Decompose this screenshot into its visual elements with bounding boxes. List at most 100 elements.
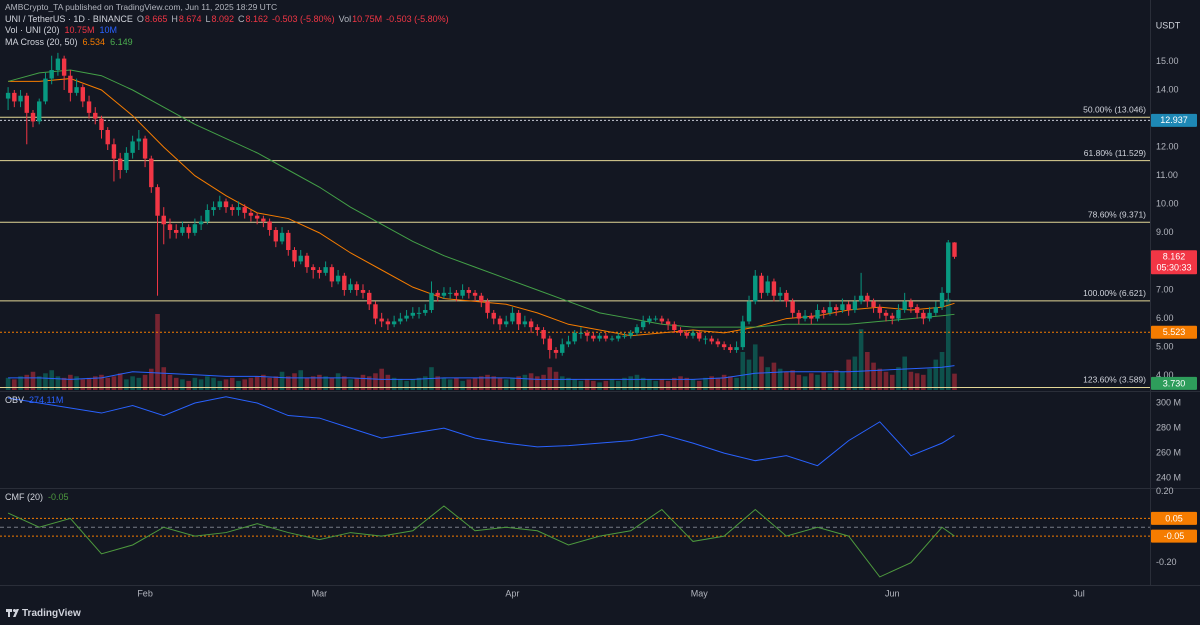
- volume-bar: [609, 379, 615, 390]
- volume-bar: [640, 377, 646, 390]
- price-marker-box: [1151, 113, 1197, 127]
- y-tick-label: 240 M: [1156, 473, 1181, 483]
- indicator-legend: MA Cross (20, 50) 6.534 6.149: [5, 37, 449, 49]
- candle-body: [317, 270, 322, 273]
- candle-body: [846, 304, 851, 310]
- volume-bar: [155, 314, 160, 390]
- candle-body: [553, 350, 559, 353]
- volume-bar: [130, 376, 135, 390]
- volume-bar: [802, 376, 808, 390]
- candle-body: [286, 232, 291, 250]
- volume-bar: [348, 379, 353, 390]
- fib-label: 123.60% (3.589): [1083, 375, 1146, 385]
- indicator-name: OBV: [5, 395, 25, 405]
- candle-body: [578, 332, 584, 334]
- volume-bar: [211, 377, 216, 390]
- candle-body: [435, 292, 440, 296]
- candle-body: [522, 321, 528, 325]
- volume-bar: [86, 377, 92, 390]
- candle-body: [111, 144, 117, 159]
- candle-body: [809, 315, 814, 319]
- volume-bar: [329, 377, 335, 390]
- band-marker-box: [1151, 529, 1197, 543]
- candle-body: [603, 335, 609, 339]
- candle-body: [391, 321, 397, 325]
- candle-body: [765, 281, 770, 293]
- volume-bar: [535, 376, 540, 390]
- candle-body: [777, 292, 783, 296]
- volume-bar: [914, 373, 920, 390]
- volume-bar: [478, 376, 484, 390]
- candle-body: [93, 112, 98, 119]
- volume-bar: [665, 380, 671, 390]
- candle-body: [684, 332, 689, 336]
- candle-body: [927, 312, 932, 319]
- price-marker-sub: 05:30:33: [1156, 263, 1191, 273]
- volume-bar: [404, 380, 409, 390]
- volume-bar: [784, 371, 789, 390]
- volume-bar: [821, 371, 827, 390]
- quote-key: O: [136, 13, 144, 24]
- candle-body: [180, 227, 185, 233]
- volume-bar: [715, 377, 721, 390]
- indicator-value: 274.11M: [29, 395, 64, 405]
- volume-bar: [161, 367, 167, 390]
- candle-body: [192, 224, 198, 233]
- volume-bar: [615, 380, 621, 390]
- y-tick-label: -0.20: [1156, 557, 1177, 567]
- candle-body: [279, 232, 285, 242]
- candle-body: [827, 307, 833, 313]
- indicator-value: 6.534: [82, 36, 106, 47]
- volume-bar: [827, 373, 833, 390]
- volume-bar: [5, 377, 11, 390]
- candle-body: [74, 87, 79, 93]
- candle-body: [18, 95, 23, 102]
- volume-bar: [205, 376, 210, 390]
- fib-label: 78.60% (9.371): [1088, 210, 1146, 220]
- quote-value: 8.162: [245, 13, 269, 24]
- candle-body: [410, 312, 416, 316]
- candle-body: [728, 347, 733, 350]
- x-tick-label: Mar: [312, 588, 328, 598]
- volume-bar: [945, 298, 951, 390]
- volume-bar: [528, 373, 534, 390]
- published-line: AMBCrypto_TA published on TradingView.co…: [5, 2, 278, 12]
- volume-bar: [790, 370, 795, 390]
- quote-value: 8.092: [211, 13, 234, 24]
- candle-body: [155, 187, 160, 216]
- volume-bar: [24, 374, 30, 390]
- x-tick-label: Jul: [1073, 588, 1085, 598]
- candle-body: [634, 327, 640, 333]
- volume-bar: [721, 374, 727, 390]
- candle-body: [323, 267, 328, 273]
- volume-bar: [659, 379, 665, 390]
- volume-bar: [497, 377, 503, 390]
- candle-body: [784, 292, 789, 302]
- volume-bar: [360, 374, 366, 390]
- candle-body: [528, 321, 534, 328]
- candle-body: [398, 318, 403, 322]
- candle-body: [883, 312, 889, 316]
- volume-bar: [796, 374, 802, 390]
- candle-body: [68, 75, 73, 93]
- volume-bar: [416, 377, 422, 390]
- candle-body: [223, 201, 229, 208]
- candle-body: [360, 290, 366, 293]
- volume-bar: [136, 377, 142, 390]
- candle-body: [858, 295, 864, 302]
- candle-body: [753, 275, 758, 302]
- quote-key: C: [238, 13, 245, 24]
- volume-bar: [647, 379, 652, 390]
- volume-bar: [491, 376, 497, 390]
- candle-body: [902, 301, 907, 310]
- volume-bar: [410, 379, 416, 390]
- candle-body: [759, 275, 764, 293]
- indicator-legend: CMF (20) -0.05: [5, 492, 69, 502]
- indicator-value: 10.75M: [64, 25, 95, 35]
- volume-bar: [622, 377, 627, 390]
- volume-bar: [385, 374, 391, 390]
- volume-bar: [808, 373, 814, 390]
- candle-body: [404, 315, 409, 319]
- indicator-line: [8, 396, 955, 467]
- candle-body: [653, 318, 658, 320]
